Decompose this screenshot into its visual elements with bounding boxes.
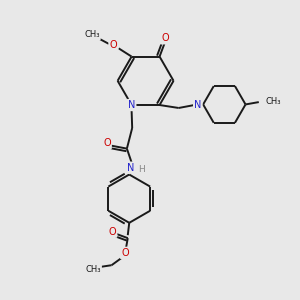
Text: N: N xyxy=(194,100,202,110)
Text: O: O xyxy=(109,226,116,237)
Text: O: O xyxy=(161,33,169,43)
Text: O: O xyxy=(103,138,111,148)
Text: CH₃: CH₃ xyxy=(265,97,281,106)
Text: O: O xyxy=(121,248,129,258)
Text: CH₃: CH₃ xyxy=(84,30,100,39)
Text: O: O xyxy=(110,40,117,50)
Text: CH₃: CH₃ xyxy=(85,265,101,274)
Text: H: H xyxy=(138,165,145,174)
Text: N: N xyxy=(127,163,134,173)
Text: N: N xyxy=(128,100,135,110)
